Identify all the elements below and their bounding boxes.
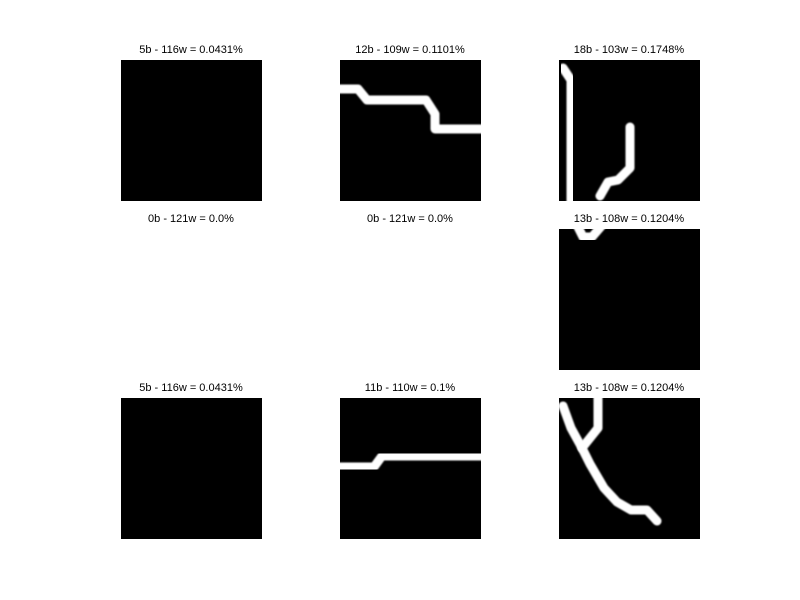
tile-7-title: 5b - 116w = 0.0431% — [139, 382, 243, 394]
tile-3-title: 18b - 103w = 0.1748% — [573, 44, 685, 56]
tile-6-title: 13b - 108w = 0.1204% — [573, 213, 685, 225]
tile-6-image — [559, 229, 700, 370]
tile-9-title: 13b - 108w = 0.1204% — [573, 382, 685, 394]
tile-2-image — [340, 60, 481, 201]
tile-1-image — [121, 60, 262, 201]
tile-3-image — [559, 60, 700, 201]
tile-1-title: 5b - 116w = 0.0431% — [139, 44, 243, 56]
tile-9-image — [559, 398, 700, 539]
tile-8-image — [340, 398, 481, 539]
tile-7-image — [121, 398, 262, 539]
tile-2-title: 12b - 109w = 0.1101% — [355, 44, 465, 56]
tile-5-title: 0b - 121w = 0.0% — [367, 213, 453, 225]
tile-4-title: 0b - 121w = 0.0% — [148, 213, 234, 225]
tile-8-title: 11b - 110w = 0.1% — [364, 382, 456, 394]
